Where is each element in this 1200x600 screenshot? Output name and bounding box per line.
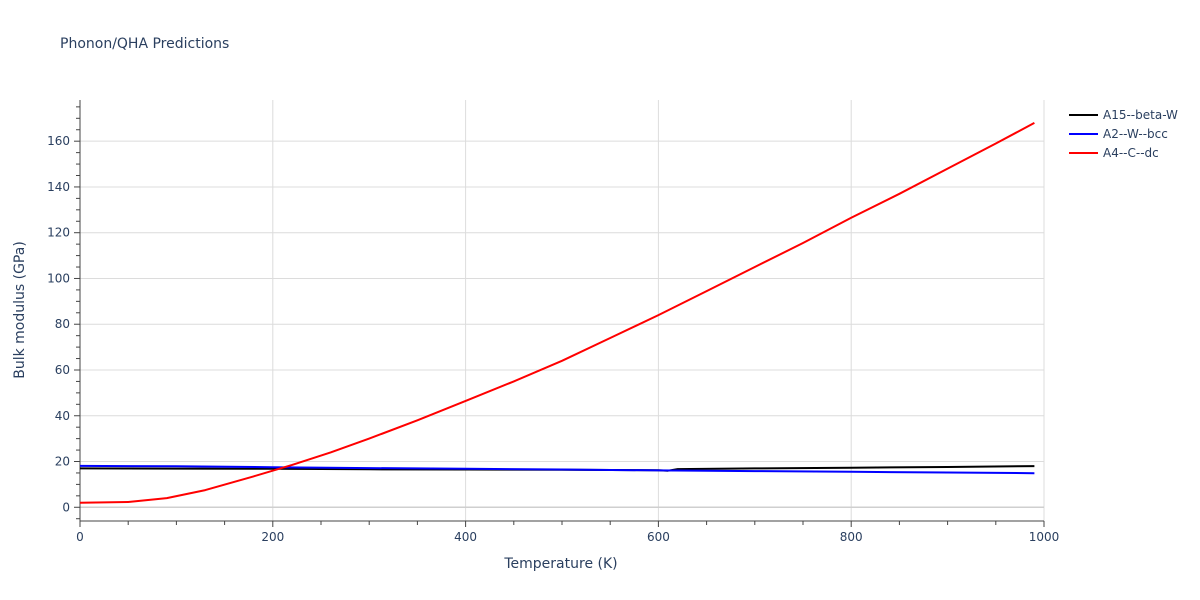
x-tick-label: 1000 [1029,530,1060,544]
series-layer [79,122,1035,504]
axes-layer [74,100,1045,527]
y-tick-label: 0 [62,500,70,514]
y-tick-label: 100 [47,271,70,285]
y-tick-label: 80 [55,317,70,331]
series-line-3 [79,122,1035,504]
x-tick-label: 400 [454,530,477,544]
series-line-2 [79,464,1035,475]
y-tick-label: 40 [55,409,70,423]
grid-layer [80,100,1045,521]
x-tick-label: 800 [840,530,863,544]
legend: A15--beta-W A2--W--bcc A4--C--dc [1069,108,1178,160]
y-tick-label: 60 [55,363,70,377]
legend-label[interactable]: A4--C--dc [1103,146,1159,160]
x-axis-title: Temperature (K) [503,556,617,572]
y-tick-label: 140 [47,180,70,194]
legend-label[interactable]: A2--W--bcc [1103,127,1168,141]
y-axis-title: Bulk modulus (GPa) [12,241,28,379]
labels-layer: 0 200 400 600 800 1000 0 20 40 60 80 100 120 140 160 [47,134,1059,544]
legend-label[interactable]: A15--beta-W [1103,108,1178,122]
x-tick-label: 200 [261,530,284,544]
x-tick-label: 0 [76,530,84,544]
y-tick-label: 160 [47,134,70,148]
y-tick-label: 120 [47,226,70,240]
x-tick-label: 600 [647,530,670,544]
y-tick-label: 20 [55,455,70,469]
chart-title: Phonon/QHA Predictions [60,36,230,52]
